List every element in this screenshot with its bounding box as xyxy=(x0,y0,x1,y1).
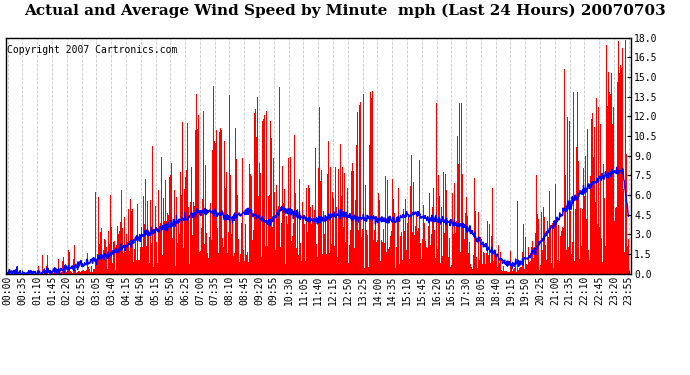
Text: Actual and Average Wind Speed by Minute  mph (Last 24 Hours) 20070703: Actual and Average Wind Speed by Minute … xyxy=(24,4,666,18)
Text: Copyright 2007 Cartronics.com: Copyright 2007 Cartronics.com xyxy=(7,45,177,55)
